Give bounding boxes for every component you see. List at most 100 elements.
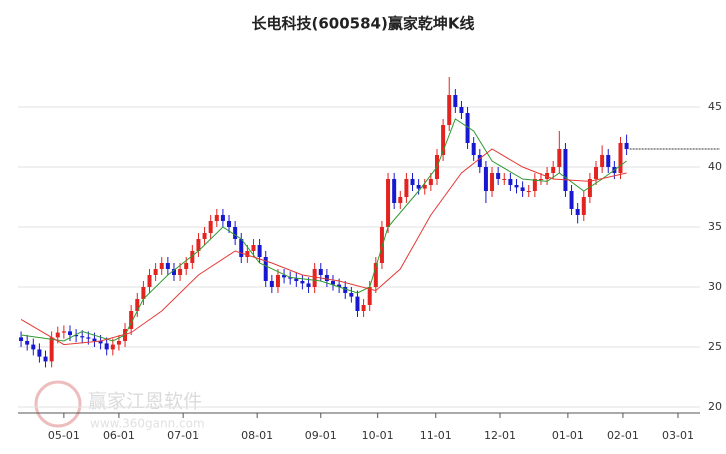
candle-body bbox=[532, 179, 537, 191]
candle-body bbox=[25, 341, 30, 345]
candle-body bbox=[227, 221, 232, 227]
candle-body bbox=[422, 185, 427, 189]
candle-body bbox=[159, 263, 164, 269]
x-tick-label: 05-01 bbox=[48, 429, 80, 442]
candle-body bbox=[282, 275, 287, 278]
y-tick-label: 20 bbox=[708, 400, 722, 413]
candle-body bbox=[104, 343, 109, 350]
candle-body bbox=[324, 275, 329, 281]
y-tick-label: 30 bbox=[708, 280, 722, 293]
candle-body bbox=[428, 179, 433, 185]
candle-body bbox=[508, 179, 513, 185]
candle-body bbox=[587, 179, 592, 197]
candle-body bbox=[208, 221, 213, 233]
candle-body bbox=[165, 263, 170, 269]
candle-body bbox=[92, 338, 97, 341]
candle-body bbox=[80, 336, 85, 338]
y-tick-label: 45 bbox=[708, 100, 722, 113]
candle-body bbox=[349, 293, 354, 297]
candle-body bbox=[43, 356, 48, 362]
candle-body bbox=[98, 341, 103, 344]
candle-body bbox=[184, 263, 189, 269]
candle-body bbox=[545, 173, 550, 179]
candle-body bbox=[465, 113, 470, 143]
x-tick-label: 11-01 bbox=[420, 429, 452, 442]
candle-body bbox=[361, 305, 366, 311]
x-tick-label: 12-01 bbox=[484, 429, 516, 442]
candle-body bbox=[471, 143, 476, 155]
y-tick-label: 35 bbox=[708, 220, 722, 233]
candle-body bbox=[618, 143, 623, 173]
candle-body bbox=[355, 296, 360, 311]
candle-body bbox=[551, 167, 556, 173]
x-tick-label: 08-01 bbox=[241, 429, 273, 442]
candle-body bbox=[496, 173, 501, 179]
candle-body bbox=[269, 281, 274, 287]
candle-body bbox=[563, 149, 568, 191]
candle-body bbox=[490, 173, 495, 191]
candle-body bbox=[392, 179, 397, 203]
candle-body bbox=[19, 337, 24, 341]
candle-body bbox=[367, 287, 372, 305]
candle-body bbox=[386, 179, 391, 227]
watermark-text: 赢家江恩软件 bbox=[88, 391, 202, 413]
x-tick-label: 10-01 bbox=[362, 429, 394, 442]
candle-body bbox=[538, 179, 543, 180]
candle-body bbox=[55, 332, 60, 338]
candle-body bbox=[459, 107, 464, 113]
moving-average-line bbox=[20, 118, 627, 342]
candle-body bbox=[275, 275, 280, 287]
candle-body bbox=[220, 215, 225, 221]
candle-body bbox=[294, 278, 299, 281]
watermark-url: www.360gann.com bbox=[90, 417, 205, 431]
candle-body bbox=[61, 331, 66, 333]
candle-body bbox=[239, 239, 244, 257]
candle-body bbox=[600, 155, 605, 167]
candle-body bbox=[606, 155, 611, 167]
candle-body bbox=[520, 187, 525, 191]
candle-body bbox=[135, 299, 140, 311]
candle-body bbox=[31, 344, 36, 350]
candle-body bbox=[251, 245, 256, 251]
candle-body bbox=[190, 251, 195, 263]
y-tick-label: 40 bbox=[708, 160, 722, 173]
candle-body bbox=[306, 283, 311, 287]
x-tick-label: 06-01 bbox=[103, 429, 135, 442]
x-tick-label: 07-01 bbox=[167, 429, 199, 442]
candle-body bbox=[441, 125, 446, 155]
x-tick-label: 03-01 bbox=[662, 429, 694, 442]
candle-body bbox=[288, 277, 293, 279]
candle-body bbox=[153, 269, 158, 275]
candle-body bbox=[526, 191, 531, 192]
candle-body bbox=[245, 251, 250, 257]
candle-body bbox=[74, 335, 79, 337]
candle-body bbox=[312, 269, 317, 287]
candle-body bbox=[373, 263, 378, 287]
candle-body bbox=[337, 284, 342, 287]
y-tick-label: 25 bbox=[708, 340, 722, 353]
x-tick-label: 02-01 bbox=[607, 429, 639, 442]
candle-body bbox=[557, 149, 562, 167]
candle-body bbox=[594, 167, 599, 179]
watermark-logo bbox=[34, 380, 82, 428]
candle-body bbox=[398, 197, 403, 203]
candle-body bbox=[116, 341, 121, 345]
moving-average-line bbox=[20, 148, 627, 346]
candle-body bbox=[416, 185, 421, 189]
x-tick-label: 01-01 bbox=[552, 429, 584, 442]
candle-body bbox=[37, 349, 42, 357]
candle-body bbox=[447, 95, 452, 125]
candle-body bbox=[49, 337, 54, 362]
candle-body bbox=[379, 227, 384, 263]
candle-body bbox=[147, 275, 152, 287]
candle-body bbox=[575, 209, 580, 215]
candle-body bbox=[178, 269, 183, 275]
candle-body bbox=[331, 281, 336, 285]
candle-body bbox=[141, 287, 146, 299]
candle-body bbox=[453, 95, 458, 107]
candle-body bbox=[318, 269, 323, 275]
candle-body bbox=[110, 344, 115, 350]
candle-body bbox=[129, 311, 134, 329]
